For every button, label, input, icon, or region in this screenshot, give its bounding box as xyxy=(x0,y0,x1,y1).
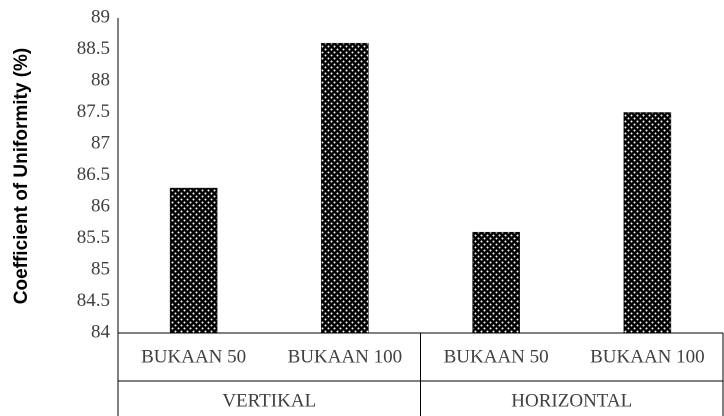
y-tick-label: 88 xyxy=(91,69,110,90)
y-axis-label: Coefficient of Uniformity (%) xyxy=(11,48,32,305)
x-tick-label: BUKAAN 50 xyxy=(444,346,549,367)
x-tick-label: BUKAAN 100 xyxy=(288,346,403,367)
bar xyxy=(321,42,369,334)
x-tick-label: BUKAAN 100 xyxy=(590,346,705,367)
bar xyxy=(472,231,520,334)
y-tick-label: 89 xyxy=(91,6,110,27)
y-tick-label: 88.5 xyxy=(77,38,110,59)
y-tick-label: 85.5 xyxy=(77,227,110,248)
y-tick-label: 86 xyxy=(91,195,110,216)
group-label: VERTIKAL xyxy=(222,390,316,411)
bar xyxy=(169,187,218,334)
group-label: HORIZONTAL xyxy=(511,390,632,411)
y-tick-label: 84.5 xyxy=(77,290,110,311)
y-tick-label: 84 xyxy=(91,321,111,342)
y-tick-label: 87 xyxy=(91,132,110,153)
bar xyxy=(623,112,672,334)
y-tick-label: 85 xyxy=(91,258,110,279)
y-tick-label: 86.5 xyxy=(77,164,110,185)
y-tick-label: 87.5 xyxy=(77,101,110,122)
x-tick-label: BUKAAN 50 xyxy=(141,346,246,367)
